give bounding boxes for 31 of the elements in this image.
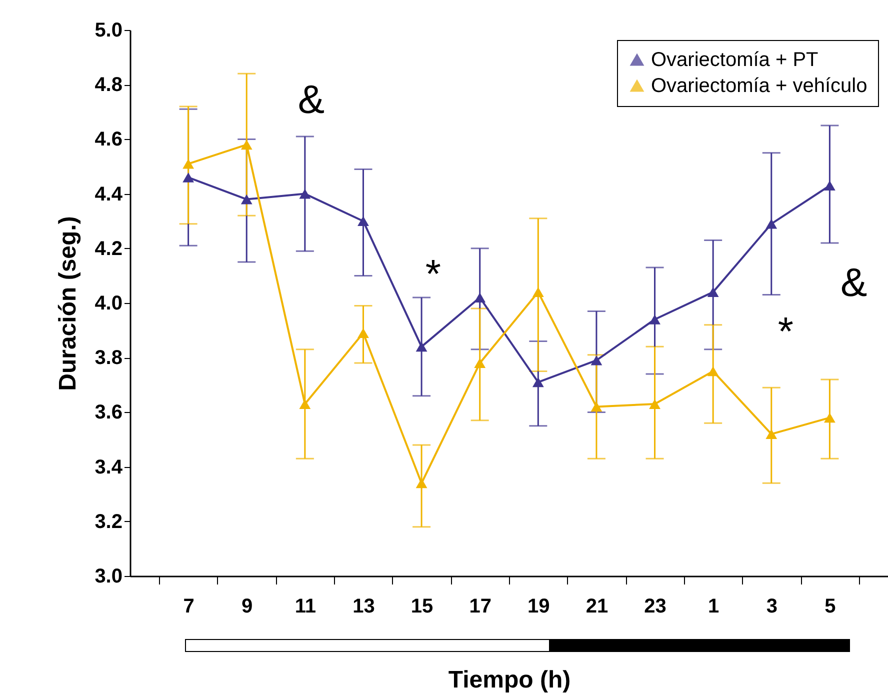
y-tick-label: 5.0 [94, 20, 122, 42]
x-tick-label: 9 [242, 596, 253, 618]
y-tick-label: 4.8 [94, 74, 122, 96]
x-tick-label: 17 [469, 596, 492, 618]
y-tick-label: 3.4 [94, 456, 124, 478]
x-tick-label: 11 [294, 596, 316, 618]
x-tick-label: 7 [183, 596, 194, 618]
x-tick-label: 5 [824, 596, 836, 618]
y-tick-label: 3.2 [94, 510, 122, 533]
x-tick-label: 13 [352, 596, 375, 618]
legend-label: Ovariectomía + vehículo [651, 75, 868, 97]
annotation: * [778, 310, 794, 354]
x-tick-label: 3 [766, 596, 778, 618]
legend-label: Ovariectomía + PT [651, 49, 818, 71]
y-tick-label: 4.0 [94, 292, 122, 314]
y-axis-title: Duración (seg.) [54, 216, 82, 391]
x-tick-label: 15 [410, 596, 434, 618]
x-tick-label: 21 [586, 596, 608, 618]
x-tick-label: 1 [708, 596, 720, 618]
annotation: * [425, 252, 441, 297]
x-axis-title: Tiempo (h) [448, 666, 571, 694]
y-tick-label: 3.0 [94, 566, 122, 588]
y-tick-label: 3.6 [94, 402, 122, 424]
annotation: & [840, 260, 868, 305]
y-tick-label: 4.4 [94, 183, 124, 206]
y-tick-label: 4.2 [94, 238, 122, 260]
y-tick-label: 3.8 [94, 347, 122, 370]
x-tick-label: 19 [528, 596, 550, 618]
y-tick-label: 4.6 [94, 128, 122, 151]
annotation: & [298, 78, 325, 122]
x-tick-label: 23 [644, 596, 666, 618]
